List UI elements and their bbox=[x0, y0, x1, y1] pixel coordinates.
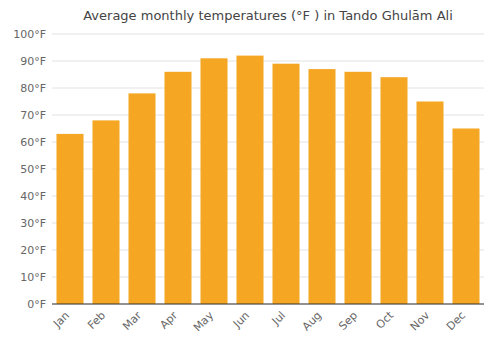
y-tick-label: 10°F bbox=[20, 271, 46, 284]
bar bbox=[129, 93, 156, 304]
y-tick-label: 20°F bbox=[20, 244, 46, 257]
grid-line bbox=[52, 34, 484, 35]
grid-line bbox=[52, 304, 484, 305]
bar bbox=[201, 58, 228, 304]
page: {"chart_data": {"type": "bar", "title": … bbox=[0, 0, 500, 350]
grid bbox=[52, 34, 484, 304]
y-axis: 0°F 10°F 20°F 30°F 40°F 50°F 60°F 70°F 80°F 90°F 1… bbox=[13, 28, 46, 311]
y-tick-label: 50°F bbox=[20, 163, 46, 176]
bar bbox=[381, 77, 408, 304]
y-tick-label: 80°F bbox=[20, 82, 46, 95]
y-tick-label: 100°F bbox=[13, 28, 46, 41]
x-tick-label: May bbox=[191, 309, 217, 335]
y-tick-label: 70°F bbox=[20, 109, 46, 122]
bar bbox=[309, 69, 336, 304]
y-tick-label: 90°F bbox=[20, 55, 46, 68]
x-tick-label: Apr bbox=[157, 309, 180, 332]
bar bbox=[453, 129, 480, 305]
title: Average monthly temperatures (°F ) in Ta… bbox=[83, 8, 453, 23]
bar bbox=[93, 120, 120, 304]
x-axis-line bbox=[52, 304, 484, 305]
x-tick-label: Jan bbox=[50, 309, 72, 331]
bar bbox=[417, 102, 444, 305]
y-tick-label: 30°F bbox=[20, 217, 46, 230]
x-tick-label: Jun bbox=[230, 309, 252, 331]
bar bbox=[237, 56, 264, 304]
bars bbox=[57, 56, 480, 304]
x-axis: Jan Feb Mar Apr May Jun Jul Aug Sep Oct Nov Dec bbox=[50, 308, 468, 334]
x-tick-label: Jul bbox=[269, 309, 288, 328]
x-tick-label: Feb bbox=[85, 309, 108, 332]
x-tick-label: Sep bbox=[336, 309, 360, 333]
bar bbox=[57, 134, 84, 304]
grid-line bbox=[52, 61, 484, 62]
grid-line bbox=[52, 88, 484, 89]
x-tick-label: Dec bbox=[444, 309, 468, 333]
x-tick-label: Nov bbox=[408, 309, 433, 334]
y-tick-label: 60°F bbox=[20, 136, 46, 149]
x-tick-label: Mar bbox=[120, 309, 144, 333]
y-tick-label: 0°F bbox=[27, 298, 46, 311]
chart-container: Average monthly temperatures (°F ) in Ta… bbox=[0, 0, 500, 350]
bar bbox=[345, 72, 372, 304]
chart-svg: Average monthly temperatures (°F ) in Ta… bbox=[0, 0, 500, 350]
bar bbox=[273, 64, 300, 304]
y-tick-label: 40°F bbox=[20, 190, 46, 203]
x-tick-label: Oct bbox=[373, 308, 396, 331]
x-tick-label: Aug bbox=[300, 309, 324, 333]
bar bbox=[165, 72, 192, 304]
